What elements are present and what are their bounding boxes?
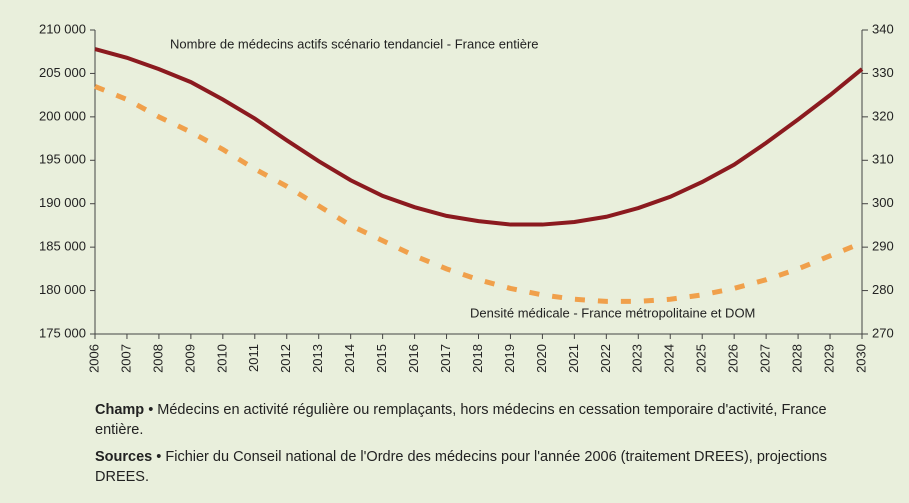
y2-tick-label: 270	[872, 325, 894, 340]
y2-tick-label: 300	[872, 195, 894, 210]
note-text: • Fichier du Conseil national de l'Ordre…	[95, 449, 827, 485]
note-text: • Médecins en activité régulière ou remp…	[95, 402, 827, 438]
y2-tick-label: 290	[872, 239, 894, 254]
x-tick-label: 2019	[502, 344, 517, 373]
x-tick-label: 2020	[534, 344, 549, 373]
x-tick-label: 2024	[662, 344, 677, 373]
x-tick-label: 2025	[694, 344, 709, 373]
x-tick-label: 2017	[438, 344, 453, 373]
x-tick-label: 2029	[821, 344, 836, 373]
series-line	[94, 84, 863, 304]
x-tick-label: 2010	[214, 344, 229, 373]
x-tick-label: 2007	[118, 344, 133, 373]
x-tick-label: 2013	[310, 344, 325, 373]
y-tick-label: 175 000	[39, 325, 86, 340]
x-tick-label: 2028	[790, 344, 805, 373]
y2-tick-label: 280	[872, 282, 894, 297]
y-tick-label: 200 000	[39, 108, 86, 123]
chart: 175 000 180 000 185 000 190 000 195 000 200 0…	[39, 21, 894, 373]
x-tick-label: 2030	[853, 344, 868, 373]
x-tick-label: 2014	[342, 344, 357, 373]
x-tick-label: 2027	[758, 344, 773, 373]
y-tick-label: 190 000	[39, 195, 86, 210]
y-tick-label: 210 000	[39, 21, 86, 36]
x-tick-label: 2008	[150, 344, 165, 373]
x-tick-label: 2006	[86, 344, 101, 373]
y2-tick-label: 320	[872, 108, 894, 123]
note-label: Sources	[95, 449, 153, 465]
x-tick-label: 2022	[598, 344, 613, 373]
series-line	[94, 47, 864, 227]
y2-tick-label: 310	[872, 152, 894, 167]
x-tick-label: 2009	[182, 344, 197, 373]
note: Champ • Médecins en activité régulière o…	[95, 400, 830, 440]
series-label: Densité médicale - France métropolitaine…	[470, 305, 755, 320]
y-tick-label: 180 000	[39, 282, 86, 297]
y-tick-label: 205 000	[39, 65, 86, 80]
x-tick-label: 2021	[566, 344, 581, 373]
y-tick-label: 185 000	[39, 239, 86, 254]
y-tick-label: 195 000	[39, 152, 86, 167]
x-tick-label: 2016	[406, 344, 421, 373]
y2-tick-label: 340	[872, 21, 894, 36]
x-tick-label: 2026	[726, 344, 741, 373]
series-label: Nombre de médecins actifs scénario tenda…	[170, 36, 539, 51]
x-tick-label: 2023	[630, 344, 645, 373]
y2-tick-label: 330	[872, 65, 894, 80]
note: Sources • Fichier du Conseil national de…	[95, 447, 830, 487]
x-tick-label: 2018	[470, 344, 485, 373]
x-tick-label: 2015	[374, 344, 389, 373]
x-tick-label: 2012	[278, 344, 293, 373]
note-label: Champ	[95, 402, 145, 418]
notes: Champ • Médecins en activité régulière o…	[95, 400, 830, 494]
x-tick-label: 2011	[246, 344, 261, 372]
